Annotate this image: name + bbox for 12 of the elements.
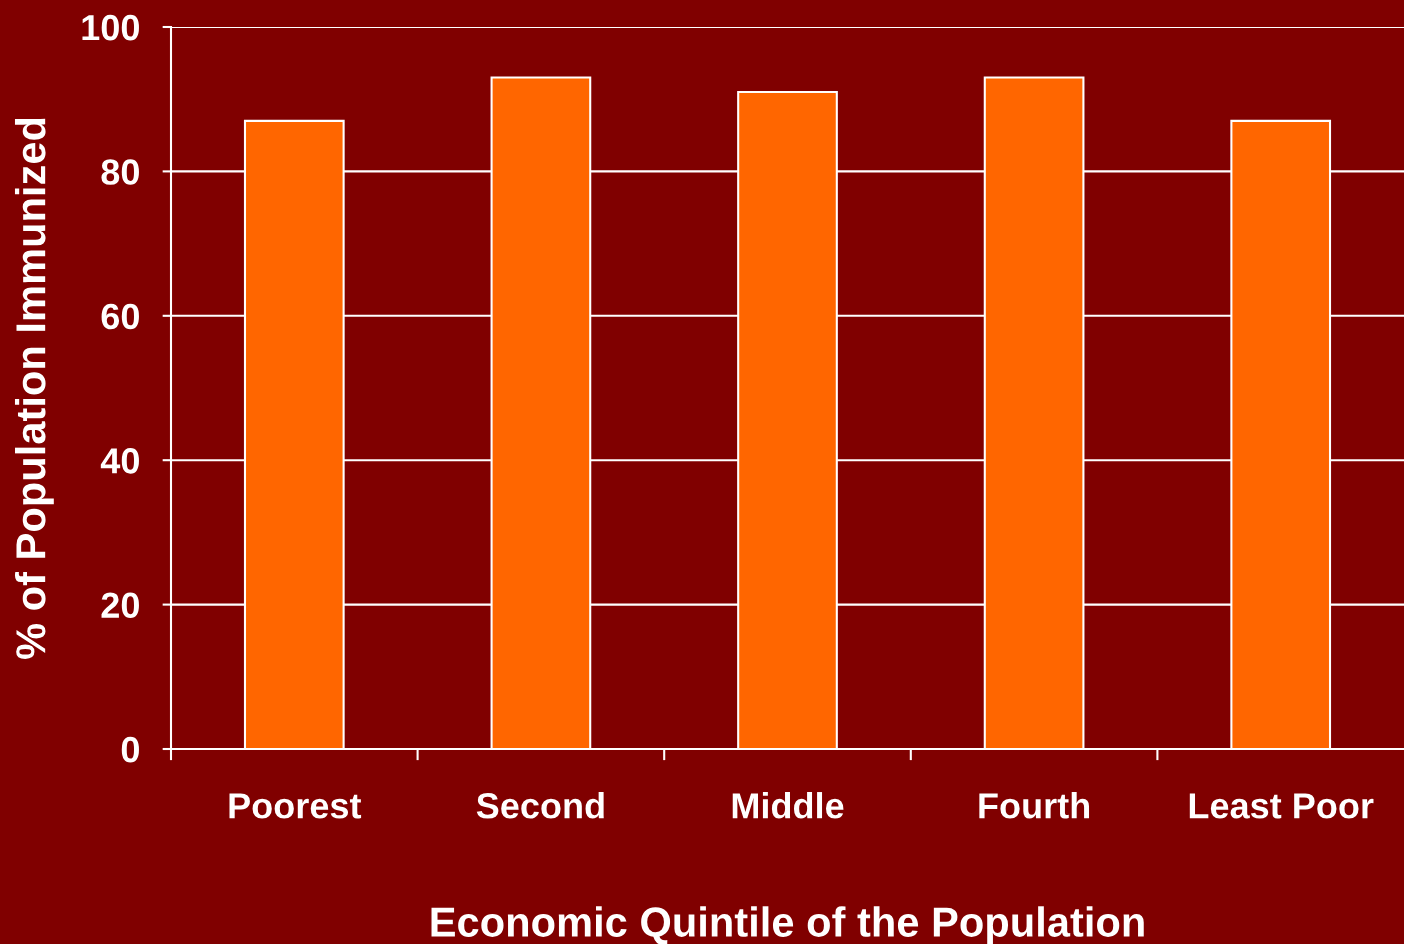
y-tick-label: 0 [121,736,139,763]
x-tick-label: Second [476,792,604,819]
x-tick-label: Fourth [979,792,1090,819]
y-tick-label: 80 [101,159,139,185]
x-tick-label: Poorest [229,793,362,819]
y-axis-title: % of Population Immunized [14,118,54,659]
y-tick-label: 40 [100,448,139,474]
x-tick-label: Middle [732,792,844,819]
y-tick-label: 20 [101,592,139,619]
y-tick-label: 100 [82,14,139,41]
x-tick-label: Least Poor [1189,793,1374,819]
y-tick-label: 60 [101,303,139,330]
